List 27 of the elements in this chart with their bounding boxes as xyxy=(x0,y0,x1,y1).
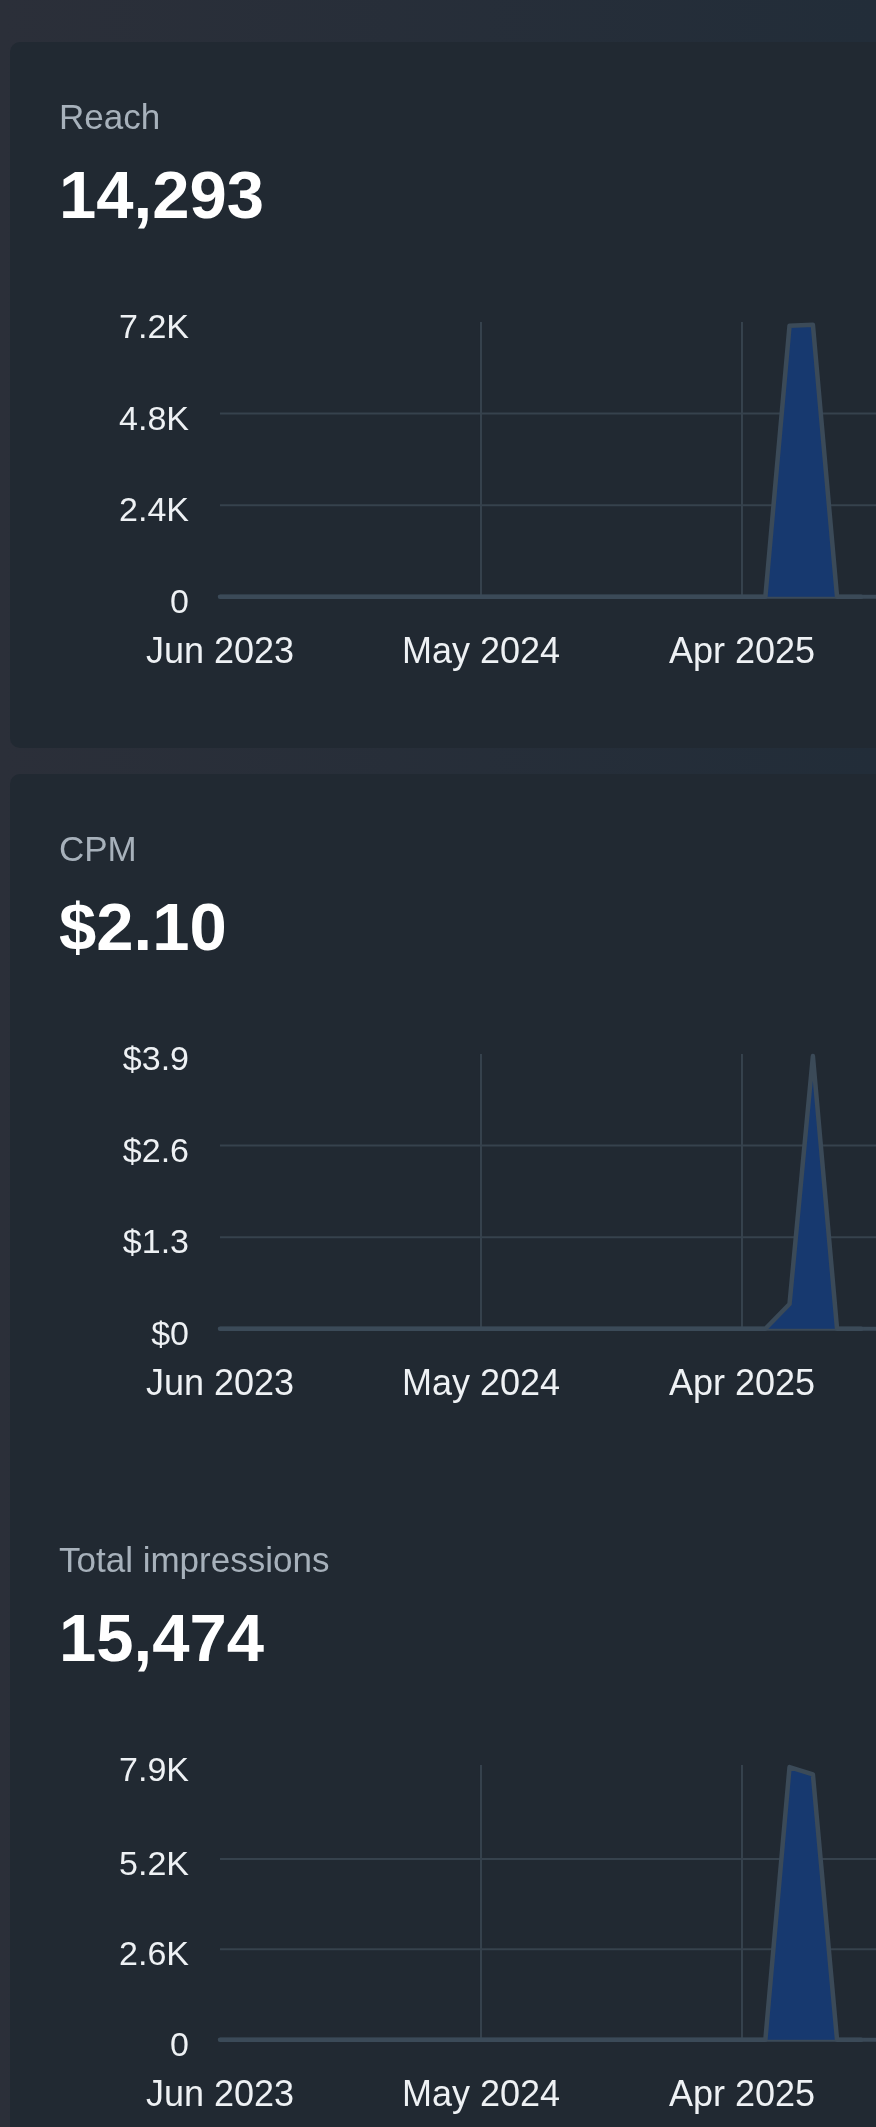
y-tick-label: 4.8K xyxy=(119,398,190,437)
y-tick-label: $2.6 xyxy=(122,1130,189,1169)
x-tick-label: Apr 2025 xyxy=(668,2073,816,2114)
chart-subtitle: $2.10 xyxy=(59,889,227,964)
y-tick-label: 0 xyxy=(170,581,189,620)
chart-subtitle: 15,474 xyxy=(59,1600,264,1675)
x-tick-label: May 2024 xyxy=(401,1362,561,1403)
x-tick-label: Jun 2023 xyxy=(145,2073,295,2114)
x-tick-label: May 2024 xyxy=(401,630,561,671)
y-tick-label: $1.3 xyxy=(122,1222,189,1261)
y-tick-label: 7.9K xyxy=(119,1750,190,1788)
x-tick-label: May 2024 xyxy=(401,2073,561,2114)
y-tick-label: $3.9 xyxy=(122,1039,189,1077)
y-tick-label: $0 xyxy=(151,1313,189,1352)
chart-title: Total impressions xyxy=(59,1539,330,1579)
y-tick-label: 7.2K xyxy=(119,307,190,345)
chart-title: CPM xyxy=(59,828,137,868)
x-tick-label: Jun 2023 xyxy=(145,1362,295,1403)
x-tick-label: Apr 2025 xyxy=(668,630,816,671)
y-tick-label: 5.2K xyxy=(119,1843,190,1882)
x-tick-label: Jun 2023 xyxy=(145,630,295,671)
x-tick-label: Apr 2025 xyxy=(668,1362,816,1403)
chart-title: Reach xyxy=(59,96,161,136)
y-tick-label: 2.4K xyxy=(119,490,190,529)
y-tick-label: 2.6K xyxy=(119,1934,190,1973)
y-tick-label: 0 xyxy=(170,2024,189,2063)
chart-subtitle: 14,293 xyxy=(59,157,264,232)
